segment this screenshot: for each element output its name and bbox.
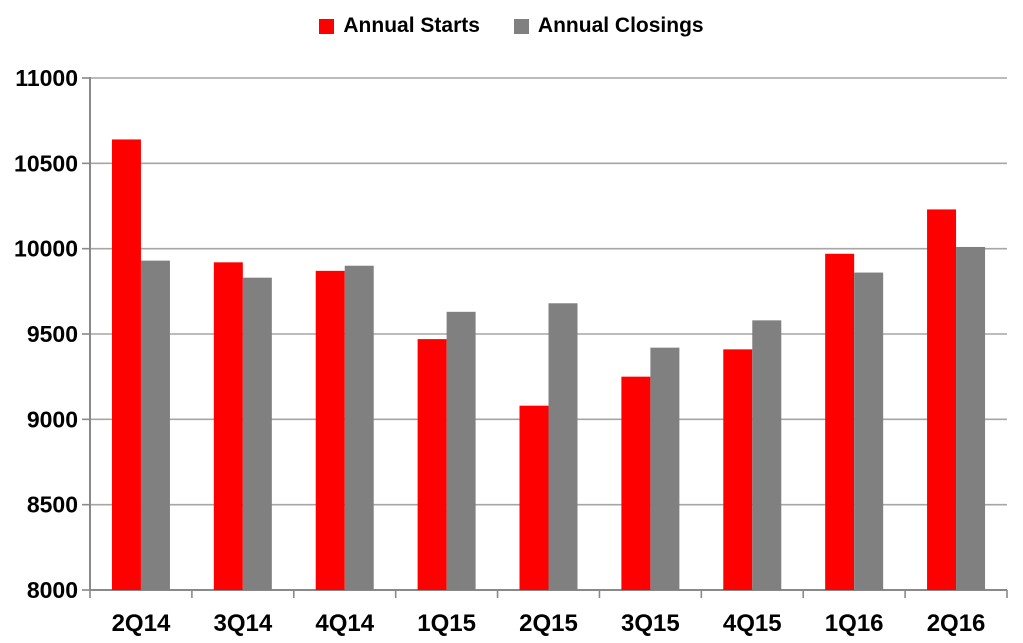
legend-label: Annual Closings	[537, 14, 704, 37]
bar-annual-starts-3Q14	[213, 262, 243, 590]
legend-swatch-red	[319, 18, 335, 34]
bar-annual-closings-1Q16	[854, 272, 884, 590]
y-axis-label: 9500	[27, 321, 78, 347]
bar-annual-starts-2Q16	[927, 209, 957, 590]
legend-swatch-gray	[513, 18, 529, 34]
bar-annual-closings-2Q14	[140, 260, 170, 590]
bar-annual-starts-1Q15	[417, 339, 447, 590]
x-axis-label: 2Q15	[519, 610, 578, 637]
y-axis-label: 8500	[27, 492, 78, 518]
bar-annual-starts-2Q14	[111, 139, 141, 590]
bar-annual-starts-4Q15	[723, 349, 753, 590]
bar-annual-closings-4Q14	[344, 265, 374, 590]
bar-annual-closings-3Q15	[650, 347, 680, 590]
bar-annual-starts-2Q15	[519, 405, 549, 590]
bar-annual-closings-4Q15	[752, 320, 782, 590]
x-axis-label: 4Q15	[723, 610, 782, 637]
bar-annual-starts-4Q14	[315, 270, 345, 590]
bar-annual-closings-1Q15	[446, 311, 476, 590]
x-axis-label: 2Q14	[112, 610, 171, 637]
y-axis-label: 10500	[14, 150, 78, 176]
x-axis-label: 1Q15	[417, 610, 476, 637]
x-axis-label: 3Q14	[213, 610, 272, 637]
x-axis-label: 4Q14	[315, 610, 374, 637]
bar-annual-closings-2Q16	[956, 246, 986, 590]
y-axis-label: 11000	[15, 65, 78, 91]
bar-annual-starts-3Q15	[621, 376, 651, 590]
legend-item-annual-starts: Annual Starts	[319, 14, 480, 38]
chart-legend: Annual Starts Annual Closings	[0, 14, 1023, 38]
y-axis-label: 9000	[27, 406, 78, 432]
y-axis-label: 10000	[14, 236, 78, 262]
legend-label: Annual Starts	[343, 14, 480, 37]
bar-annual-closings-2Q15	[548, 303, 578, 590]
bar-annual-starts-1Q16	[825, 253, 855, 590]
x-axis-label: 1Q16	[825, 610, 884, 637]
y-axis-label: 8000	[27, 577, 78, 603]
legend-item-annual-closings: Annual Closings	[513, 14, 704, 38]
x-axis-label: 3Q15	[621, 610, 680, 637]
x-axis-label: 2Q16	[927, 610, 986, 637]
bar-annual-closings-3Q14	[242, 277, 272, 590]
